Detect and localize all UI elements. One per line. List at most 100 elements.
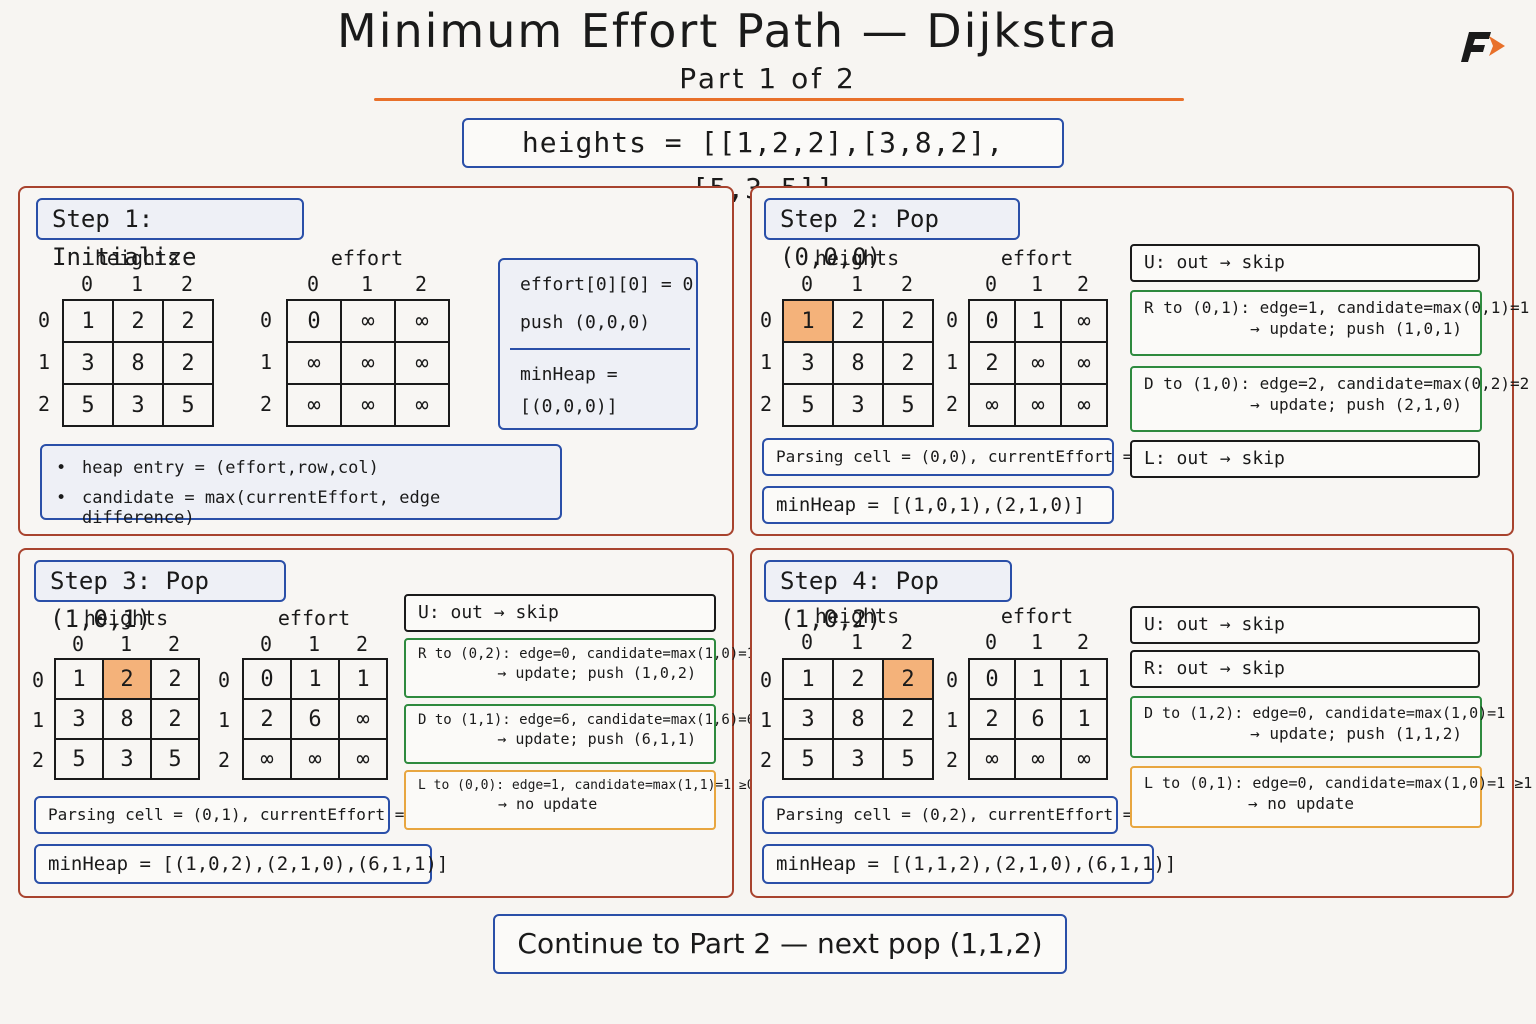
step3-down-neighbor: D to (1,1): edge=6, candidate=max(1,6)=6… — [404, 704, 755, 764]
step2-effort-row-index: 0 — [945, 308, 959, 332]
step1-heights-row-index: 1 — [37, 350, 51, 374]
grid-cell-current: 1 — [782, 299, 834, 343]
step4-effort-row-index: 2 — [945, 748, 959, 772]
grid-cell: 1 — [782, 658, 834, 700]
step3-heights-col-index: 0 — [71, 632, 85, 656]
page-subtitle: Part 1 of 2 — [679, 62, 857, 95]
grid-cell: 2 — [968, 341, 1016, 385]
step4-down-neighbor: D to (1,2): edge=0, candidate=max(1,0)=1… — [1130, 696, 1506, 758]
step3-effort-row-index: 0 — [217, 668, 231, 692]
step4-up-neighbor: U: out → skip — [1130, 606, 1480, 644]
grid-cell: ∞ — [1014, 383, 1062, 427]
step3-effort-col-index: 2 — [355, 632, 369, 656]
step2-effort-row-index: 2 — [945, 392, 959, 416]
grid-cell: 5 — [882, 738, 934, 780]
grid-cell: 5 — [782, 383, 834, 427]
grid-cell: ∞ — [394, 299, 450, 343]
grid-cell: ∞ — [1060, 341, 1108, 385]
grid-cell: ∞ — [394, 383, 450, 427]
grid-cell: 3 — [62, 341, 114, 385]
grid-cell: 2 — [162, 299, 214, 343]
grid-cell: 8 — [112, 341, 164, 385]
step4-title: Step 4: Pop (1,0,2) — [764, 560, 1012, 633]
step2-minheap: minHeap = [(1,0,1),(2,1,0)] — [762, 486, 1114, 524]
state-line: effort[0][0] = 0 — [520, 274, 694, 295]
grid-cell: ∞ — [286, 383, 342, 427]
step3-heights-label: heights — [83, 606, 169, 630]
step2-heights-col-index: 2 — [900, 272, 914, 296]
grid-cell: ∞ — [340, 383, 396, 427]
grid-cell: 2 — [150, 658, 200, 700]
grid-cell: 1 — [1014, 299, 1062, 343]
grid-cell: 2 — [150, 698, 200, 740]
neighbor-action: → no update — [498, 795, 598, 813]
step2-effort-label: effort — [1000, 246, 1074, 270]
neighbor-check: R to (0,2): edge=0, candidate=max(1,0)=1 — [418, 646, 756, 662]
step3-heights-row-index: 1 — [31, 708, 45, 732]
step4-effort-label: effort — [1000, 604, 1074, 628]
grid-cell: ∞ — [968, 738, 1016, 780]
grid-cell: ∞ — [1060, 383, 1108, 427]
step2-effort-col-index: 2 — [1076, 272, 1090, 296]
grid-cell: 3 — [782, 341, 834, 385]
step1-title: Step 1: Initialize — [36, 198, 304, 271]
grid-cell: 2 — [832, 658, 884, 700]
grid-cell: 2 — [882, 698, 934, 740]
grid-cell: 1 — [54, 658, 104, 700]
grid-cell: ∞ — [242, 738, 292, 780]
step2-up-neighbor: U: out → skip — [1130, 244, 1480, 282]
step3-heights-row-index: 0 — [31, 668, 45, 692]
step2-effort-grid: 0 1 ∞ 2 ∞ ∞ ∞ ∞ ∞ — [968, 299, 1108, 427]
grid-cell: 6 — [290, 698, 340, 740]
neighbor-action: → update; push (1,0,1) — [1250, 319, 1462, 338]
step2-effort-col-index: 0 — [984, 272, 998, 296]
bullet-dot: • — [56, 458, 67, 478]
step1-effort-col-index: 0 — [306, 272, 320, 296]
grid-cell: ∞ — [1014, 341, 1062, 385]
step2-down-neighbor: D to (1,0): edge=2, candidate=max(0,2)=2… — [1130, 366, 1530, 432]
step1-heights-row-index: 2 — [37, 392, 51, 416]
bullet-dot: • — [56, 488, 67, 508]
step4-heights-row-index: 0 — [759, 668, 773, 692]
grid-cell: 5 — [882, 383, 934, 427]
step3-parsing-note: Parsing cell = (0,1), currentEffort = 1 — [34, 796, 424, 834]
neighbor-action: → no update — [1248, 794, 1354, 813]
brand-logo-icon — [1461, 32, 1505, 62]
grid-cell: 2 — [832, 299, 884, 343]
grid-cell-current: 2 — [102, 658, 152, 700]
neighbor-check: D to (1,2): edge=0, candidate=max(1,0)=1 — [1144, 704, 1506, 722]
grid-cell: 5 — [150, 738, 200, 780]
grid-cell: ∞ — [968, 383, 1016, 427]
step2-heights-col-index: 0 — [800, 272, 814, 296]
step1-heights-label: heights — [94, 246, 180, 270]
grid-cell: ∞ — [338, 738, 388, 780]
step4-parsing-note: Parsing cell = (0,2), currentEffort = 1 — [762, 796, 1152, 834]
grid-cell: 2 — [882, 299, 934, 343]
grid-cell: 5 — [54, 738, 104, 780]
neighbor-action: → update; push (1,1,2) — [1250, 724, 1462, 743]
grid-cell: 3 — [112, 383, 164, 427]
step4-heights-col-index: 0 — [800, 630, 814, 654]
grid-cell: ∞ — [394, 341, 450, 385]
neighbor-check: L to (0,0): edge=1, candidate=max(1,1)=1… — [418, 778, 755, 793]
neighbor-check: D to (1,0): edge=2, candidate=max(0,2)=2 — [1144, 374, 1530, 393]
step4-minheap: minHeap = [(1,1,2),(2,1,0),(6,1,1)] — [762, 844, 1176, 884]
step2-heights-col-index: 1 — [850, 272, 864, 296]
step4-effort-col-index: 1 — [1030, 630, 1044, 654]
grid-cell: 2 — [968, 698, 1016, 740]
step3-heights-col-index: 1 — [119, 632, 133, 656]
grid-cell: 1 — [62, 299, 114, 343]
minheap-label: minHeap = — [520, 364, 618, 385]
step4-heights-col-index: 2 — [900, 630, 914, 654]
grid-cell: ∞ — [340, 341, 396, 385]
step3-effort-label: effort — [277, 606, 351, 630]
step2-heights-label: heights — [814, 246, 900, 270]
grid-cell: ∞ — [290, 738, 340, 780]
grid-cell: 3 — [832, 383, 884, 427]
step3-right-neighbor: R to (0,2): edge=0, candidate=max(1,0)=1… — [404, 638, 756, 698]
